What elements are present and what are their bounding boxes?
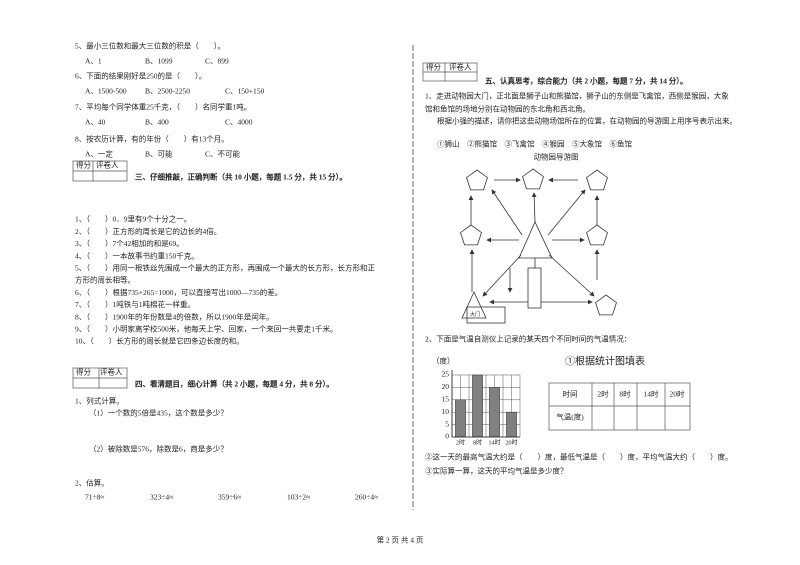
grader-label: 评卷人 <box>449 62 472 72</box>
question: （1）一个数的5倍是435，这个数是多少？ <box>89 408 228 418</box>
y-tick-label: 5 <box>445 419 449 428</box>
y-tick-label: 10 <box>442 407 450 416</box>
question: 4、（ ）一本故事书约重150千克。 <box>75 250 199 260</box>
bar <box>472 374 483 438</box>
bar <box>455 399 466 438</box>
question: 方形的周长相等。 <box>75 275 135 285</box>
option: C、4000 <box>225 118 253 127</box>
gate-label: 大门 <box>470 311 480 318</box>
venue-shape <box>466 169 488 191</box>
question: （2）被除数是576，除数是6，商是多少？ <box>89 444 228 454</box>
temp-table <box>548 382 691 431</box>
grader-label: 评卷人 <box>100 367 123 377</box>
option: C、899 <box>205 57 229 66</box>
table-cell: 2时 <box>597 389 609 399</box>
venue-shape <box>586 169 608 191</box>
x-tick-label: 8时 <box>473 438 482 446</box>
question: 9、（ ）小明家离学校500米，他每天上学、回家，一个来回一共要走1千米。 <box>75 324 338 334</box>
question: ②这一天的最高气温大约是（ ）度，最低气温是（ ）度，平均气温大约（ ）度。 <box>425 452 733 462</box>
question: 2、下面是气温自测仪上记录的某天四个不同时间的气温情况： <box>425 334 631 344</box>
question: 2、（ ）正方形的周长是它的边长的4倍。 <box>75 226 221 236</box>
venue-shape <box>586 224 608 246</box>
option: C、不可能 <box>205 149 241 159</box>
estimate: 260÷4≈ <box>355 493 378 502</box>
map-title: 动物园导游图 <box>534 152 579 162</box>
question: 6、（ ）根据735+265=1000，可以直接写出1000—735的差。 <box>75 287 282 297</box>
y-tick-label: 0 <box>445 432 449 441</box>
score-label: 得分 <box>76 367 91 377</box>
question: 7、（ ）1吨铁与1吨棉花一样重。 <box>75 299 195 309</box>
question: 1、列式计算。 <box>75 396 124 406</box>
x-tick-label: 20时 <box>505 438 517 446</box>
estimate: 71÷8≈ <box>85 493 104 502</box>
option: B、可能 <box>145 149 173 159</box>
question: 2、估算。 <box>75 478 109 488</box>
question: 10、（ ）长方形的周长就是它四条边长度的和。 <box>75 336 244 346</box>
question: 7、平均每个同学体重25千克，（ ）名同学重1吨。 <box>75 102 251 112</box>
question: 3、（ ）7个42相加的和是69。 <box>75 238 184 248</box>
chart-y-label: （度） <box>432 356 455 366</box>
option: C、150+150 <box>225 87 264 96</box>
option: A、一定 <box>85 149 113 159</box>
question: 5、最小三位数和最大三位数的积是（ ）。 <box>75 41 225 51</box>
question: 根据小强的描述，请你把这些动物场馆所在的位置，在动物园的导游图上用序号表示出来。 <box>437 116 737 126</box>
option: A、1 <box>85 57 102 66</box>
bar <box>489 387 500 438</box>
section-title: 四、看清题目，细心计算（共 2 小题，每题 4 分，共 8 分）。 <box>135 379 334 389</box>
option: A、40 <box>85 118 106 127</box>
question: 1、（ ）0．9里有9个十分之一。 <box>75 214 191 224</box>
question: 8、（ ）1900年的年份数是4的倍数，所以1900年是闰年。 <box>75 311 274 321</box>
section-title: 五、认真思考，综合能力（共 2 小题，每题 7 分，共 14 分）。 <box>485 76 688 86</box>
table-cell: 8时 <box>619 389 631 399</box>
y-tick-label: 20 <box>442 382 450 391</box>
question: 5、（ ）用同一根铁丝先围成一个最大的正方形，再围成一个最大的长方形，长方形和正 <box>75 263 375 273</box>
table-cell: 气温(度) <box>556 412 584 422</box>
table-cell: 14时 <box>644 389 660 399</box>
estimate: 359÷6≈ <box>218 493 241 502</box>
score-label: 得分 <box>426 62 441 72</box>
venue-shape <box>461 291 487 319</box>
score-label: 得分 <box>76 160 91 170</box>
option: B、2500-2250 <box>145 87 190 96</box>
x-tick-label: 14时 <box>488 438 500 446</box>
venue-shape <box>522 168 544 190</box>
section-title: 三、仔细推敲，正确判断（共 10 小题，每题 1.5 分，共 15 分）。 <box>135 172 347 182</box>
question: ③实际算一算，这天的平均气温是多少度？ <box>425 466 568 476</box>
venue-shape <box>595 294 617 316</box>
y-tick-label: 15 <box>442 395 450 404</box>
question: 1、走进动物园大门，正北面是狮子山和熊猫馆，狮子山的东侧是飞禽馆，西侧是猴园，大… <box>425 91 729 101</box>
zoo-map <box>466 177 600 324</box>
option: B、1099 <box>145 57 173 66</box>
table-cell: 时间 <box>563 389 578 399</box>
bar <box>506 411 517 438</box>
question: 8、按农历计算，有的年份（ ）有13个月。 <box>75 134 229 144</box>
question: 6、下面的结果刚好是250的是（ ）。 <box>75 71 206 81</box>
option: A、1500-500 <box>85 87 127 96</box>
y-tick-label: 25 <box>442 370 450 379</box>
estimate: 323÷4≈ <box>150 493 173 502</box>
grader-label: 评卷人 <box>96 160 119 170</box>
option: B、400 <box>145 118 169 127</box>
footer: 第 2 页 共 4 页 <box>377 535 424 545</box>
question: 馆和鱼馆的场地分别在动物园的东北角和西北角。 <box>425 104 590 114</box>
venues: ①狮山 ②熊猫馆 ③飞禽馆 ④猴园 ⑤大象馆 ⑥鱼馆 <box>437 139 632 149</box>
table-cell: 20时 <box>670 389 686 399</box>
venue-shape <box>460 224 482 246</box>
table-title: ①根据统计图填表 <box>565 354 645 367</box>
x-tick-label: 2时 <box>456 438 465 446</box>
estimate: 103÷2≈ <box>287 493 310 502</box>
